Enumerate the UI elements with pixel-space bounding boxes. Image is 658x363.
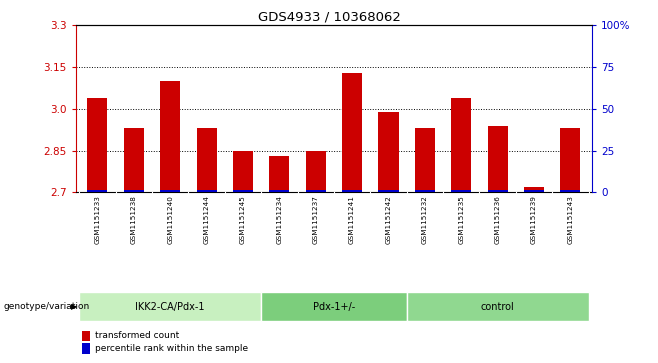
Text: transformed count: transformed count <box>95 331 180 340</box>
Text: GSM1151232: GSM1151232 <box>422 195 428 244</box>
Text: control: control <box>481 302 515 312</box>
Bar <box>488 190 507 192</box>
Text: GDS4933 / 10368062: GDS4933 / 10368062 <box>257 11 401 24</box>
Bar <box>451 190 471 192</box>
Bar <box>161 189 180 192</box>
Bar <box>124 189 144 192</box>
Text: GSM1151238: GSM1151238 <box>131 195 137 244</box>
Bar <box>415 190 435 192</box>
Bar <box>269 191 290 192</box>
Bar <box>161 81 180 192</box>
Bar <box>269 156 290 192</box>
Bar <box>306 151 326 192</box>
Bar <box>342 73 362 192</box>
Bar <box>488 126 507 192</box>
Text: ▶: ▶ <box>71 302 78 311</box>
Text: GSM1151243: GSM1151243 <box>567 195 573 244</box>
Text: IKK2-CA/Pdx-1: IKK2-CA/Pdx-1 <box>136 302 205 312</box>
Text: Pdx-1+/-: Pdx-1+/- <box>313 302 355 312</box>
Bar <box>524 187 544 192</box>
Bar <box>378 112 399 192</box>
Bar <box>561 191 580 192</box>
Text: GSM1151242: GSM1151242 <box>386 195 392 244</box>
Text: GSM1151240: GSM1151240 <box>167 195 173 244</box>
Bar <box>524 190 544 192</box>
Bar <box>451 98 471 192</box>
Bar <box>378 190 399 192</box>
Bar <box>233 191 253 192</box>
Bar <box>342 189 362 192</box>
Text: GSM1151245: GSM1151245 <box>240 195 246 244</box>
Text: GSM1151233: GSM1151233 <box>95 195 101 244</box>
Text: GSM1151244: GSM1151244 <box>203 195 210 244</box>
Bar <box>306 190 326 192</box>
Text: GSM1151236: GSM1151236 <box>495 195 501 244</box>
Text: GSM1151235: GSM1151235 <box>458 195 465 244</box>
Text: genotype/variation: genotype/variation <box>3 302 89 311</box>
Bar <box>561 129 580 192</box>
Text: GSM1151237: GSM1151237 <box>313 195 318 244</box>
Bar <box>88 98 107 192</box>
Bar <box>233 151 253 192</box>
Text: GSM1151241: GSM1151241 <box>349 195 355 244</box>
Bar <box>197 190 216 192</box>
Text: GSM1151239: GSM1151239 <box>531 195 537 244</box>
Text: percentile rank within the sample: percentile rank within the sample <box>95 344 249 353</box>
Bar <box>124 129 144 192</box>
Bar <box>415 129 435 192</box>
Bar <box>88 189 107 192</box>
Bar <box>197 129 216 192</box>
Text: GSM1151234: GSM1151234 <box>276 195 282 244</box>
